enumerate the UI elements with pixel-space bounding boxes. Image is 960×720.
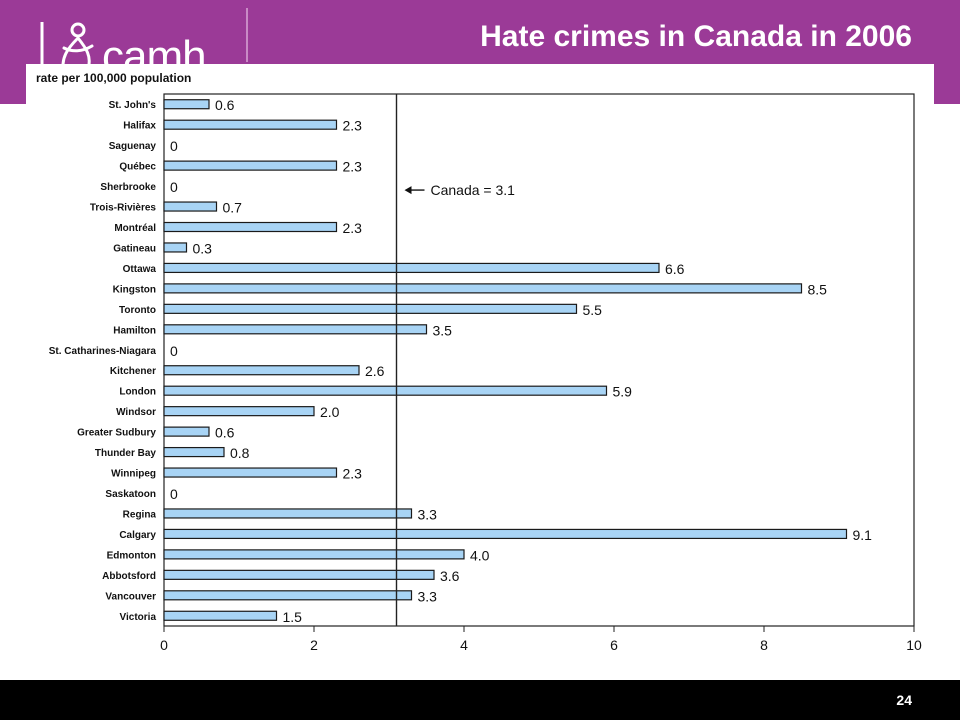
bar <box>163 303 578 314</box>
x-tick-label: 8 <box>760 637 768 653</box>
category-label: St. Catharines-Niagara <box>49 346 157 357</box>
category-label: Windsor <box>116 407 156 418</box>
bar <box>163 221 338 233</box>
arrow-head-icon <box>404 186 412 195</box>
data-label: 0 <box>170 179 178 195</box>
category-label: Vancouver <box>105 591 156 602</box>
bar <box>163 549 465 560</box>
canada-reference-label: Canada = 3.1 <box>431 182 516 198</box>
data-label: 3.3 <box>418 588 438 604</box>
data-label: 0.6 <box>215 97 235 113</box>
data-label: 4.0 <box>470 547 490 563</box>
data-label: 2.6 <box>365 363 385 379</box>
data-label: 2.3 <box>343 220 363 236</box>
category-label: London <box>119 387 156 398</box>
bar <box>163 365 360 376</box>
x-tick-label: 10 <box>906 637 922 653</box>
category-label: Thunder Bay <box>95 448 157 459</box>
bar <box>163 426 210 437</box>
footer-bar: 24 <box>0 680 960 720</box>
category-label: Halifax <box>123 121 156 132</box>
category-label: Saskatoon <box>105 489 156 500</box>
bar <box>163 528 848 540</box>
bar <box>163 262 660 274</box>
data-label: 3.6 <box>440 568 460 584</box>
category-label: Regina <box>123 509 157 520</box>
data-label: 9.1 <box>853 527 873 543</box>
chart-panel: rate per 100,000 population 0 2 4 6 8 10 St. … <box>26 64 934 680</box>
category-label: Gatineau <box>113 243 156 254</box>
data-label: 5.9 <box>613 384 633 400</box>
data-label: 0.6 <box>215 425 235 441</box>
bar <box>163 590 413 601</box>
bar <box>163 99 210 110</box>
data-label: 0 <box>170 138 178 154</box>
x-tick-label: 4 <box>460 637 468 653</box>
data-label: 8.5 <box>808 281 828 297</box>
bar <box>163 446 225 458</box>
category-label: Sherbrooke <box>100 182 156 193</box>
page-title: Hate crimes in Canada in 2006 <box>480 20 912 53</box>
data-label: 2.0 <box>320 404 340 420</box>
x-tick-label: 0 <box>160 637 168 653</box>
bar <box>163 406 315 417</box>
category-label: Victoria <box>120 612 157 623</box>
category-label: Kitchener <box>110 366 156 377</box>
header-divider <box>246 8 248 62</box>
category-label: Abbotsford <box>102 571 156 582</box>
data-label: 2.3 <box>343 466 363 482</box>
data-label: 0.3 <box>193 240 213 256</box>
bar <box>163 385 608 396</box>
bar <box>163 283 803 294</box>
category-label: Trois-Rivières <box>90 203 157 214</box>
data-label: 1.5 <box>283 609 303 625</box>
data-label: 0.8 <box>230 445 250 461</box>
data-label: 6.6 <box>665 261 685 277</box>
category-label: Saguenay <box>109 141 157 152</box>
bar <box>163 467 338 478</box>
page-number: 24 <box>896 692 912 708</box>
bar <box>163 201 218 212</box>
data-label: 0.7 <box>223 200 243 216</box>
bar <box>163 508 413 519</box>
bar <box>163 242 188 253</box>
data-label: 0 <box>170 486 178 502</box>
bar-chart: rate per 100,000 population 0 2 4 6 8 10 St. … <box>36 71 922 653</box>
x-tick-label: 6 <box>610 637 618 653</box>
category-label: Toronto <box>119 305 156 316</box>
category-label: Québec <box>119 162 156 173</box>
bar <box>163 569 435 580</box>
data-label: 0 <box>170 343 178 359</box>
plot-frame <box>163 93 915 627</box>
category-label: Ottawa <box>123 264 157 275</box>
bar <box>163 119 338 130</box>
x-tick-label: 2 <box>310 637 318 653</box>
data-label: 2.3 <box>343 159 363 175</box>
category-label: Montréal <box>114 223 156 234</box>
data-label: 2.3 <box>343 118 363 134</box>
category-label: Edmonton <box>107 550 156 561</box>
y-axis-label: rate per 100,000 population <box>36 71 191 85</box>
bar <box>163 324 428 335</box>
category-label: Kingston <box>113 284 156 295</box>
category-label: Calgary <box>119 530 156 541</box>
bar <box>163 610 278 621</box>
data-label: 5.5 <box>583 302 603 318</box>
category-label: Hamilton <box>113 325 156 336</box>
category-label: Greater Sudbury <box>77 428 156 439</box>
bar <box>163 160 338 171</box>
category-label: St. John's <box>109 100 157 111</box>
category-label: Winnipeg <box>111 469 156 480</box>
data-label: 3.3 <box>418 506 438 522</box>
data-label: 3.5 <box>433 322 453 338</box>
